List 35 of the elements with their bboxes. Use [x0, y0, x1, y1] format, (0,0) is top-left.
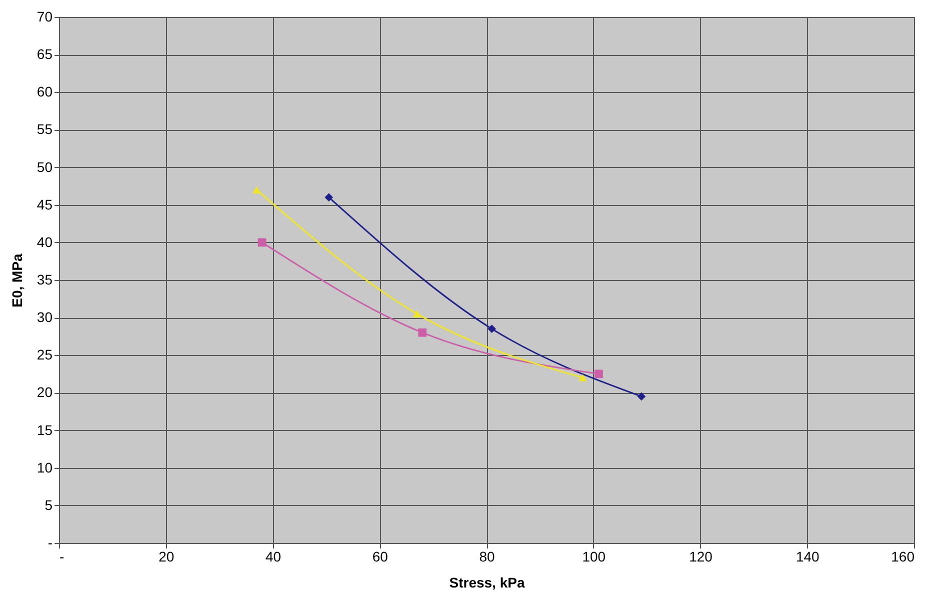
x-tick-label: 40 — [265, 548, 282, 564]
x-axis-title: Stress, kPa — [449, 574, 525, 590]
point — [418, 328, 427, 337]
x-tick-label: 80 — [479, 548, 495, 564]
y-tick-label: 65 — [36, 46, 53, 62]
y-tick-label: 15 — [36, 422, 53, 438]
y-axis-title: E0, MPa — [8, 253, 25, 308]
point — [578, 374, 587, 382]
x-tick-label: 120 — [689, 548, 713, 564]
y-tick-label: 5 — [44, 496, 53, 513]
point — [488, 324, 496, 334]
y-tick-label: 20 — [36, 384, 53, 400]
x-tick-label: 140 — [796, 548, 820, 564]
x-tick-label: 60 — [372, 548, 388, 564]
y-tick-label: 25 — [36, 346, 53, 363]
y-tick-label: 60 — [36, 84, 53, 100]
y-tick-label: - — [48, 534, 53, 550]
point — [594, 370, 603, 378]
point — [252, 186, 261, 194]
y-tick-label: 10 — [36, 459, 53, 476]
y-tick-label: 50 — [36, 158, 53, 175]
y-tick-label: 70 — [36, 8, 53, 24]
point — [412, 310, 422, 318]
point — [258, 238, 266, 247]
y-tick-label: 45 — [36, 196, 53, 212]
x-tick-label: 160 — [891, 548, 915, 564]
y-tick-label: 55 — [36, 121, 53, 138]
y-tick-label: 40 — [36, 234, 53, 250]
x-tick-label: - — [60, 548, 64, 564]
point — [324, 193, 334, 202]
x-tick-label: 100 — [582, 548, 606, 564]
point — [637, 392, 646, 401]
y-tick-label: 35 — [36, 272, 53, 288]
x-tick-label: 20 — [158, 548, 174, 564]
y-tick-label: 30 — [36, 309, 53, 326]
